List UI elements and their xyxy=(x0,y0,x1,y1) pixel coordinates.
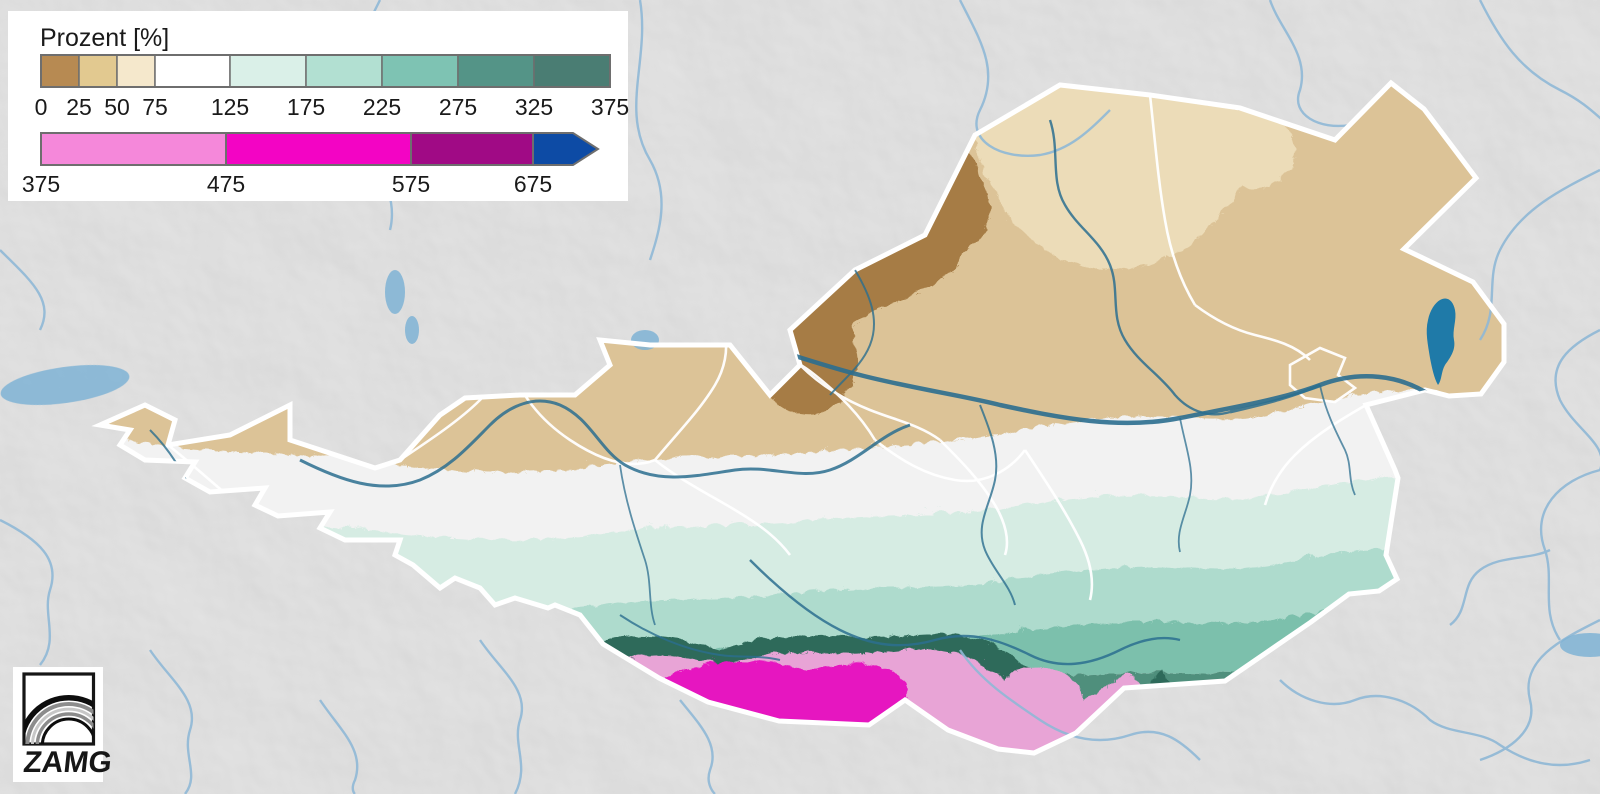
svg-text:225: 225 xyxy=(363,94,401,120)
svg-text:475: 475 xyxy=(207,171,245,197)
svg-text:75: 75 xyxy=(142,94,168,120)
svg-text:50: 50 xyxy=(104,94,130,120)
svg-text:375: 375 xyxy=(22,171,60,197)
svg-text:325: 325 xyxy=(515,94,553,120)
svg-text:ZAMG: ZAMG xyxy=(22,746,114,779)
svg-text:375: 375 xyxy=(591,94,629,120)
svg-text:175: 175 xyxy=(287,94,325,120)
svg-text:275: 275 xyxy=(439,94,477,120)
svg-text:675: 675 xyxy=(514,171,552,197)
svg-text:125: 125 xyxy=(211,94,249,120)
svg-text:Prozent [%]: Prozent [%] xyxy=(40,24,169,52)
svg-text:575: 575 xyxy=(392,171,430,197)
svg-text:25: 25 xyxy=(66,94,92,120)
svg-text:0: 0 xyxy=(35,94,48,120)
